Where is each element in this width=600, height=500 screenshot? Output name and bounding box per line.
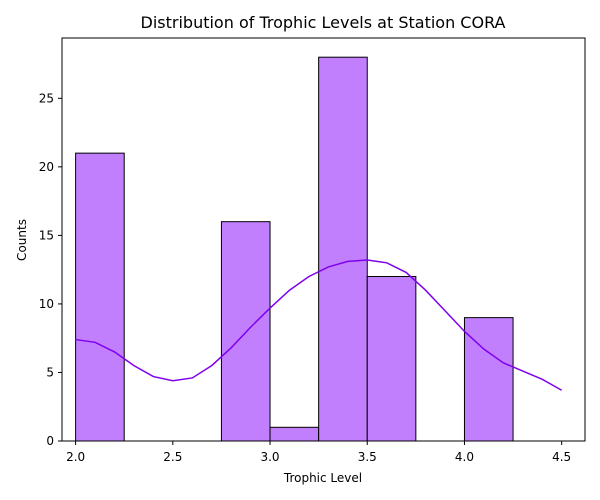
- histogram-bar-5: [318, 56, 368, 442]
- x-tick-label: 2.5: [163, 450, 182, 464]
- y-tick-label: 15: [39, 228, 54, 242]
- y-tick-label: 10: [39, 297, 54, 311]
- histogram-bars: [75, 56, 514, 442]
- histogram-bar-0: [75, 152, 125, 442]
- y-axis-ticks: 0 5 10 15 20 25: [39, 91, 62, 448]
- y-tick-label: 25: [39, 91, 54, 105]
- y-tick-label: 0: [46, 434, 54, 448]
- kde-curve: [75, 259, 563, 391]
- histogram-bar-6: [366, 276, 417, 442]
- histogram-bar-4: [269, 426, 320, 442]
- x-tick-label: 4.5: [552, 450, 571, 464]
- x-tick-label: 2.0: [66, 450, 85, 464]
- histogram-bar-8: [463, 317, 514, 442]
- chart-title: Distribution of Trophic Levels at Statio…: [141, 13, 506, 32]
- x-tick-label: 3.5: [358, 450, 377, 464]
- x-tick-label: 4.0: [455, 450, 474, 464]
- x-axis-label: Trophic Level: [283, 471, 362, 485]
- x-axis-ticks: 2.0 2.5 3.0 3.5 4.0 4.5: [66, 441, 571, 464]
- x-tick-label: 3.0: [260, 450, 279, 464]
- y-tick-label: 20: [39, 160, 54, 174]
- y-tick-label: 5: [46, 365, 54, 379]
- plot-frame: [61, 37, 586, 442]
- y-axis-label: Counts: [15, 219, 29, 261]
